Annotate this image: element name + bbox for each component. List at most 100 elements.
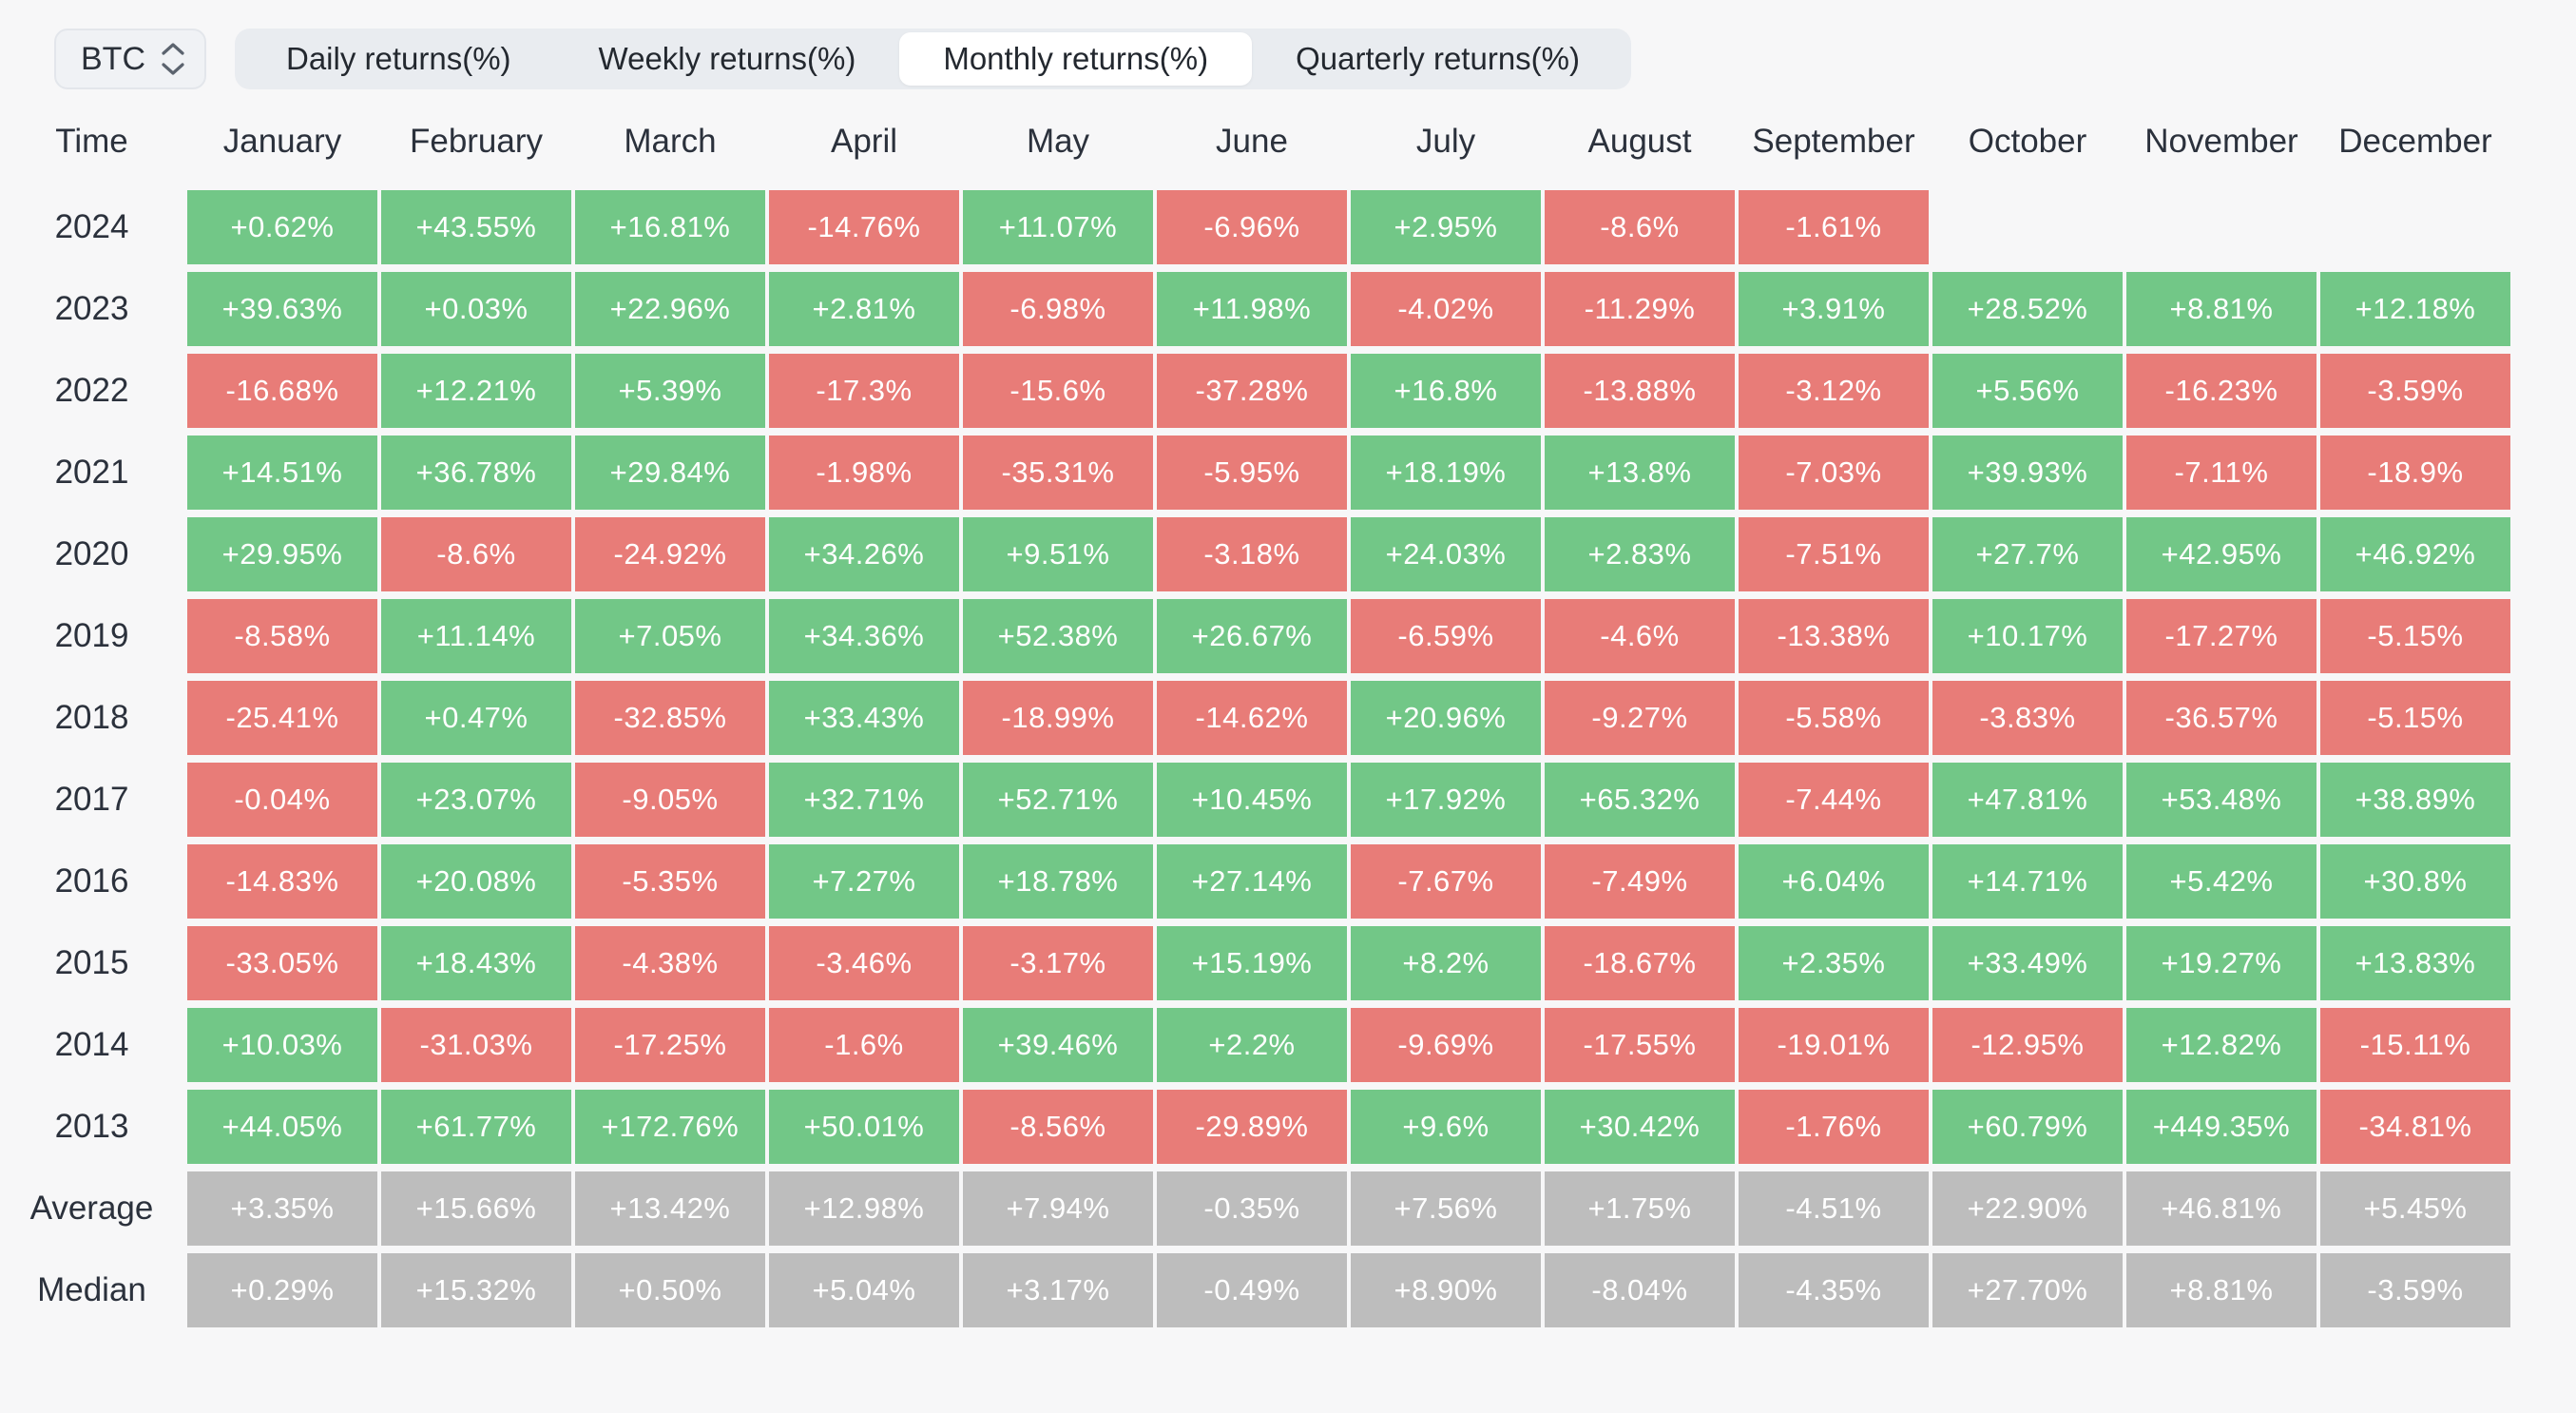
return-cell: +52.71% bbox=[963, 763, 1153, 837]
tab-daily-returns[interactable]: Daily returns(%) bbox=[286, 41, 511, 76]
return-cell: +50.01% bbox=[769, 1090, 959, 1164]
return-cell: -9.27% bbox=[1545, 681, 1735, 755]
return-cell: -8.6% bbox=[381, 517, 571, 591]
return-cell: +27.70% bbox=[1932, 1253, 2123, 1327]
return-cell: +5.04% bbox=[769, 1253, 959, 1327]
return-cell: -5.95% bbox=[1157, 436, 1347, 510]
return-cell: +16.81% bbox=[575, 190, 765, 264]
return-cell: -8.6% bbox=[1545, 190, 1735, 264]
return-cell: +33.49% bbox=[1932, 926, 2123, 1000]
return-cell: -3.46% bbox=[769, 926, 959, 1000]
tab-quarterly-returns[interactable]: Quarterly returns(%) bbox=[1296, 41, 1580, 76]
return-cell: -4.35% bbox=[1739, 1253, 1929, 1327]
return-cell: +47.81% bbox=[1932, 763, 2123, 837]
row-label: 2018 bbox=[54, 699, 129, 736]
return-cell: +39.93% bbox=[1932, 436, 2123, 510]
return-cell: +19.27% bbox=[2126, 926, 2316, 1000]
column-header-month: August bbox=[1587, 123, 1692, 160]
return-cell: +8.81% bbox=[2126, 272, 2316, 346]
returns-period-tabs: Daily returns(%) Weekly returns(%) Month… bbox=[235, 29, 1631, 89]
return-cell: +7.94% bbox=[963, 1171, 1153, 1246]
row-label: 2022 bbox=[54, 372, 129, 409]
return-cell: +18.78% bbox=[963, 844, 1153, 919]
return-cell: +10.17% bbox=[1932, 599, 2123, 673]
return-cell: +43.55% bbox=[381, 190, 571, 264]
symbol-select-value: BTC bbox=[81, 40, 145, 77]
return-cell: +22.96% bbox=[575, 272, 765, 346]
row-label: Median bbox=[37, 1271, 146, 1308]
return-cell: +27.14% bbox=[1157, 844, 1347, 919]
return-cell: +0.47% bbox=[381, 681, 571, 755]
empty-cell bbox=[2320, 190, 2510, 264]
row-label: 2020 bbox=[54, 535, 129, 572]
return-cell: -16.23% bbox=[2126, 354, 2316, 428]
return-cell: -8.56% bbox=[963, 1090, 1153, 1164]
column-header-month: May bbox=[1026, 123, 1090, 160]
row-label: 2023 bbox=[54, 290, 129, 327]
return-cell: +15.32% bbox=[381, 1253, 571, 1327]
return-cell: +36.78% bbox=[381, 436, 571, 510]
return-cell: -19.01% bbox=[1739, 1008, 1929, 1082]
return-cell: -5.15% bbox=[2320, 681, 2510, 755]
return-cell: +32.71% bbox=[769, 763, 959, 837]
return-cell: -6.98% bbox=[963, 272, 1153, 346]
return-cell: -7.51% bbox=[1739, 517, 1929, 591]
return-cell: +44.05% bbox=[187, 1090, 377, 1164]
return-cell: -8.58% bbox=[187, 599, 377, 673]
return-cell: -18.67% bbox=[1545, 926, 1735, 1000]
return-cell: -14.83% bbox=[187, 844, 377, 919]
return-cell: +61.77% bbox=[381, 1090, 571, 1164]
return-cell: +39.46% bbox=[963, 1008, 1153, 1082]
return-cell: -4.02% bbox=[1351, 272, 1541, 346]
return-cell: -9.69% bbox=[1351, 1008, 1541, 1082]
return-cell: +3.17% bbox=[963, 1253, 1153, 1327]
return-cell: +9.6% bbox=[1351, 1090, 1541, 1164]
return-cell: +0.62% bbox=[187, 190, 377, 264]
return-cell: +13.8% bbox=[1545, 436, 1735, 510]
return-cell: -4.6% bbox=[1545, 599, 1735, 673]
toolbar: BTC Daily returns(%) Weekly returns(%) M… bbox=[54, 29, 2576, 89]
return-cell: +46.92% bbox=[2320, 517, 2510, 591]
return-cell: +24.03% bbox=[1351, 517, 1541, 591]
chevron-updown-icon bbox=[161, 42, 185, 76]
return-cell: -3.83% bbox=[1932, 681, 2123, 755]
return-cell: +39.63% bbox=[187, 272, 377, 346]
return-cell: +17.92% bbox=[1351, 763, 1541, 837]
column-header-month: April bbox=[830, 123, 898, 160]
return-cell: -37.28% bbox=[1157, 354, 1347, 428]
return-cell: +13.83% bbox=[2320, 926, 2510, 1000]
return-cell: -9.05% bbox=[575, 763, 765, 837]
return-cell: -4.51% bbox=[1739, 1171, 1929, 1246]
return-cell: +18.43% bbox=[381, 926, 571, 1000]
return-cell: +7.05% bbox=[575, 599, 765, 673]
tab-monthly-returns[interactable]: Monthly returns(%) bbox=[899, 32, 1253, 86]
return-cell: -3.59% bbox=[2320, 1253, 2510, 1327]
row-label: 2024 bbox=[54, 208, 129, 245]
return-cell: -12.95% bbox=[1932, 1008, 2123, 1082]
return-cell: +46.81% bbox=[2126, 1171, 2316, 1246]
return-cell: +38.89% bbox=[2320, 763, 2510, 837]
return-cell: +33.43% bbox=[769, 681, 959, 755]
return-cell: +3.91% bbox=[1739, 272, 1929, 346]
column-header-month: November bbox=[2144, 123, 2298, 160]
return-cell: +12.82% bbox=[2126, 1008, 2316, 1082]
row-label: 2017 bbox=[54, 781, 129, 818]
return-cell: -5.35% bbox=[575, 844, 765, 919]
return-cell: +16.8% bbox=[1351, 354, 1541, 428]
return-cell: -3.59% bbox=[2320, 354, 2510, 428]
return-cell: +5.39% bbox=[575, 354, 765, 428]
return-cell: -13.88% bbox=[1545, 354, 1735, 428]
return-cell: +8.90% bbox=[1351, 1253, 1541, 1327]
return-cell: +11.07% bbox=[963, 190, 1153, 264]
return-cell: +8.81% bbox=[2126, 1253, 2316, 1327]
symbol-select[interactable]: BTC bbox=[54, 29, 206, 89]
return-cell: -3.18% bbox=[1157, 517, 1347, 591]
column-header-month: March bbox=[624, 123, 717, 160]
return-cell: -0.35% bbox=[1157, 1171, 1347, 1246]
tab-weekly-returns[interactable]: Weekly returns(%) bbox=[598, 41, 856, 76]
return-cell: +5.56% bbox=[1932, 354, 2123, 428]
row-label: 2015 bbox=[54, 944, 129, 981]
return-cell: +18.19% bbox=[1351, 436, 1541, 510]
column-header-time: Time bbox=[55, 123, 128, 160]
return-cell: +10.03% bbox=[187, 1008, 377, 1082]
